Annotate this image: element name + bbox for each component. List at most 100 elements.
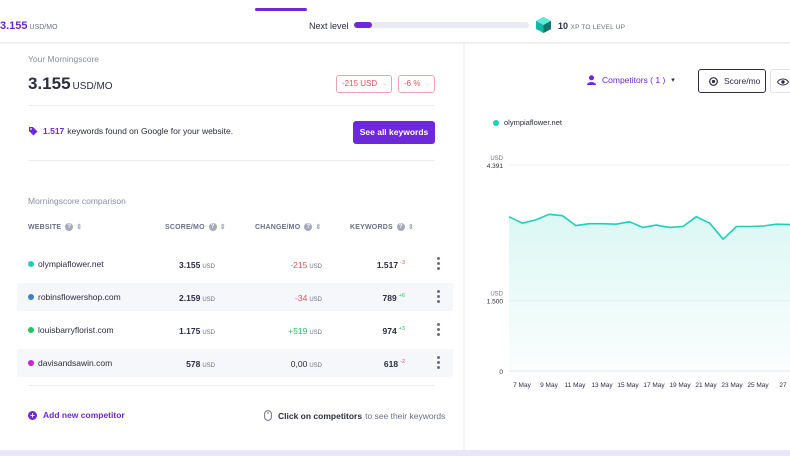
competitors-dropdown[interactable]: Competitors ( 1 ) ▾ <box>587 75 675 85</box>
column-header-score[interactable]: SCORE/MO? ⇕ <box>165 223 226 231</box>
site-name[interactable]: olympiaflower.net <box>38 259 104 269</box>
site-keywords-delta: +3 <box>398 326 405 333</box>
site-name[interactable]: davisandsawin.com <box>38 358 113 368</box>
legend-dot <box>493 119 499 126</box>
column-header-score-label: SCORE/MO <box>165 223 205 231</box>
site-score: 3.155 USD <box>179 260 215 270</box>
column-header-website-label: WEBSITE <box>28 223 62 231</box>
header-score: 3.155 USD/MO <box>0 20 58 32</box>
keywords-text: keywords found on Google for your websit… <box>67 126 234 136</box>
header-score-value: 3.155 <box>0 20 28 32</box>
site-change: -34 USD <box>295 293 322 303</box>
column-header-change[interactable]: CHANGE/MO? ⇕ <box>255 223 321 231</box>
site-keywords-value: 974 <box>382 326 397 336</box>
level-progress-bar <box>354 22 529 28</box>
site-score-unit: USD <box>202 264 215 270</box>
x-tick-label: 27 <box>779 382 787 389</box>
site-name[interactable]: robinsflowershop.com <box>38 292 121 302</box>
competitors-label: Competitors ( 1 ) <box>602 75 666 85</box>
site-score-unit: USD <box>202 297 215 303</box>
more-options-icon[interactable] <box>437 257 440 271</box>
site-change-unit: USD <box>309 264 322 270</box>
help-icon[interactable]: ? <box>208 223 217 231</box>
user-icon <box>587 75 596 85</box>
keywords-count: 1.517 <box>43 126 65 136</box>
x-tick-label: 11 May <box>565 382 587 389</box>
site-color-dot <box>28 360 34 366</box>
level-progress-fill <box>354 22 372 28</box>
table-row[interactable]: louisbarryflorist.com 1.175 USD +519 USD 974 +… <box>17 316 453 344</box>
caret-down-icon: ▾ <box>671 77 675 84</box>
table-row[interactable]: davisandsawin.com 578 USD 0,00 USD 618 -2 <box>17 349 453 377</box>
column-header-keywords[interactable]: KEYWORDS? ⇕ <box>350 223 414 231</box>
site-score-value: 1.175 <box>179 326 201 336</box>
more-options-icon[interactable] <box>437 356 440 370</box>
site-color-dot <box>28 294 34 300</box>
add-competitor-button[interactable]: + Add new competitor <box>28 410 125 420</box>
site-change-unit: USD <box>309 297 322 303</box>
change-usd-value: -215 USD <box>342 79 378 88</box>
sort-icon: ⇕ <box>407 224 414 231</box>
target-icon <box>709 76 718 86</box>
divider <box>28 105 435 106</box>
column-header-website[interactable]: WEBSITE? ⇕ <box>28 223 82 231</box>
y-tick-label: 1.500 <box>487 299 504 306</box>
see-all-keywords-button[interactable]: See all keywords <box>353 121 435 144</box>
change-usd-dropdown[interactable]: -215 USD ⌄ <box>336 75 392 93</box>
site-color-dot <box>28 327 34 333</box>
chart-panel: Competitors ( 1 ) ▾ Score/mo olympiaflow… <box>465 44 790 450</box>
sort-icon: ⇕ <box>219 224 226 231</box>
site-keywords-delta: +6 <box>398 293 405 300</box>
site-change-unit: USD <box>309 363 322 369</box>
help-icon[interactable]: ? <box>65 223 74 231</box>
site-keywords: 974 +3 <box>383 326 405 336</box>
site-score-value: 3.155 <box>179 260 201 270</box>
site-score: 2.159 USD <box>179 293 215 303</box>
change-pct-value: -6 % <box>404 79 421 88</box>
chevron-down-icon: ⌄ <box>424 81 430 87</box>
level-cube-icon <box>536 17 551 33</box>
site-name[interactable]: louisbarryflorist.com <box>38 325 114 335</box>
site-keywords-value: 789 <box>382 293 397 303</box>
x-tick-label: 21 May <box>695 382 717 389</box>
morningscore-number: 3.155 <box>28 74 71 93</box>
site-keywords-delta: -3 <box>400 260 405 267</box>
table-row[interactable]: olympiaflower.net 3.155 USD -215 USD 1.517 -3 <box>17 250 453 278</box>
table-row[interactable]: robinsflowershop.com 2.159 USD -34 USD 789 +6 <box>17 283 453 311</box>
help-icon[interactable]: ? <box>396 223 405 231</box>
divider <box>28 160 435 161</box>
legend-label: olympiaflower.net <box>504 118 562 127</box>
x-tick-label: 17 May <box>643 382 665 389</box>
active-tab-indicator <box>255 8 307 11</box>
sort-icon: ⇕ <box>76 224 83 231</box>
competitor-hint: Click on competitors to see their keywor… <box>264 410 445 421</box>
site-change-value: -34 <box>295 293 308 303</box>
y-unit-label: USD <box>490 156 503 162</box>
x-tick-label: 19 May <box>669 382 691 389</box>
site-score: 578 USD <box>186 359 215 369</box>
site-change-value: 0,00 <box>290 359 308 369</box>
chevron-down-icon: ⌄ <box>381 81 387 87</box>
competitor-hint-bold: Click on competitors <box>278 410 363 421</box>
column-header-change-label: CHANGE/MO <box>255 223 301 231</box>
column-header-keywords-label: KEYWORDS <box>350 223 393 231</box>
site-keywords: 1.517 -3 <box>377 260 405 270</box>
more-options-icon[interactable] <box>437 323 440 337</box>
more-options-icon[interactable] <box>437 290 440 304</box>
xp-to-level-up: 10 XP TO LEVEL UP <box>558 21 625 31</box>
tag-icon <box>29 127 38 136</box>
site-keywords-value: 618 <box>383 359 399 369</box>
mouse-icon <box>264 410 272 421</box>
view-toggle[interactable] <box>770 69 790 93</box>
site-score-value: 578 <box>186 359 201 369</box>
help-icon[interactable]: ? <box>304 223 313 231</box>
site-change: -215 USD <box>290 260 322 270</box>
score-mo-toggle[interactable]: Score/mo <box>698 69 766 93</box>
change-pct-dropdown[interactable]: -6 % ⌄ <box>398 75 435 93</box>
site-change-value: +519 <box>288 326 308 336</box>
site-color-dot <box>28 261 34 267</box>
score-mo-label: Score/mo <box>724 76 761 86</box>
morningscore-value: 3.155 USD/MO <box>28 74 113 94</box>
competitor-hint-text: to see their keywords <box>365 410 446 421</box>
